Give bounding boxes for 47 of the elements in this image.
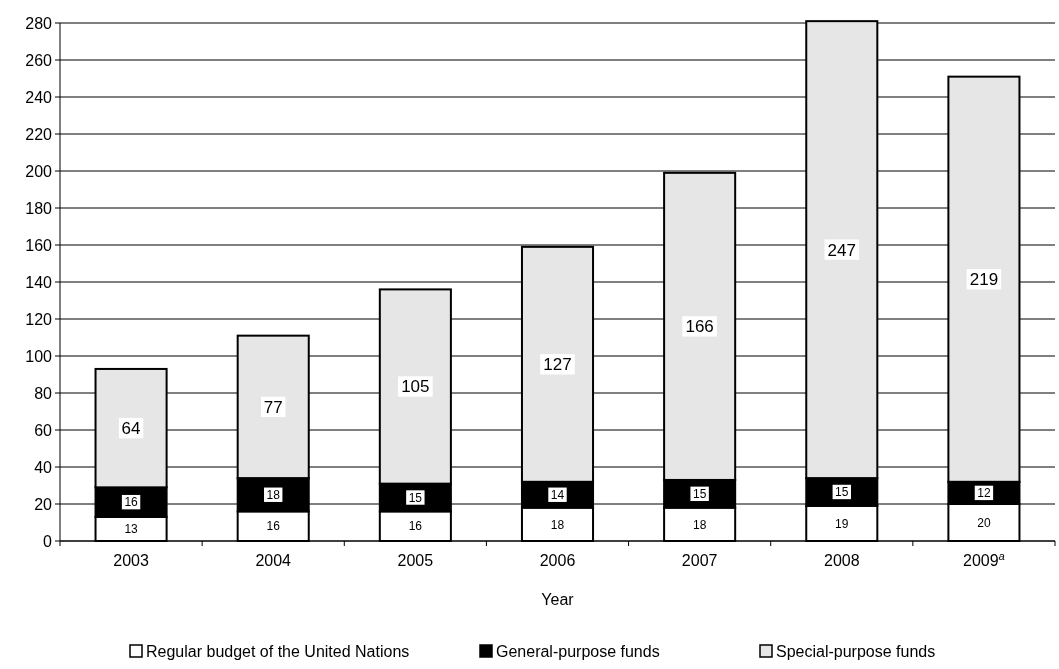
- data-label: 12: [977, 486, 991, 501]
- data-label: 77: [263, 397, 283, 417]
- data-label: 127: [543, 355, 572, 375]
- data-label: 14: [550, 487, 565, 502]
- x-tick-label: 2003: [113, 552, 149, 569]
- x-tick-label: 2004: [255, 552, 292, 569]
- y-tick-label: 260: [25, 51, 53, 69]
- y-tick-label: 0: [43, 532, 53, 550]
- y-tick-label: 40: [34, 458, 53, 476]
- data-label: 19: [835, 516, 849, 531]
- data-label: 18: [692, 517, 707, 532]
- data-label: 247: [827, 240, 856, 260]
- data-label: 166: [685, 317, 714, 337]
- data-label: 105: [401, 377, 430, 397]
- y-tick-label: 80: [34, 384, 53, 402]
- x-tick-label: 2006: [539, 552, 576, 569]
- legend-label: Regular budget of the United Nations: [146, 642, 410, 660]
- legend-label: Special-purpose funds: [776, 642, 936, 660]
- x-tick-label: 2007: [681, 552, 718, 569]
- x-axis-title: Year: [541, 591, 575, 608]
- data-label: 15: [408, 490, 423, 505]
- data-label: 64: [121, 419, 141, 439]
- y-tick-label: 60: [34, 421, 53, 439]
- y-tick-label: 140: [25, 273, 53, 291]
- data-label: 15: [835, 485, 849, 500]
- data-label: 18: [550, 517, 565, 532]
- y-tick-label: 160: [25, 236, 53, 254]
- y-tick-label: 100: [25, 347, 53, 365]
- x-tick-label: 2009$^{a}$: [963, 550, 1005, 569]
- y-tick-label: 240: [25, 88, 53, 106]
- data-label: 16: [124, 495, 139, 510]
- y-tick-label: 180: [25, 199, 53, 217]
- y-tick-label: 20: [34, 495, 53, 513]
- data-label: 20: [977, 515, 991, 530]
- data-label: 16: [408, 519, 423, 534]
- y-tick-label: 280: [25, 14, 53, 32]
- data-label: 15: [692, 487, 707, 502]
- x-tick-label: 2005: [397, 552, 434, 569]
- y-tick-label: 120: [25, 310, 53, 328]
- data-label: 16: [266, 519, 281, 534]
- y-tick-label: 220: [25, 125, 53, 143]
- data-label: 18: [266, 487, 281, 502]
- x-tick-label: 2008: [823, 552, 860, 569]
- data-label: 13: [124, 522, 139, 537]
- y-tick-label: 200: [25, 162, 53, 180]
- legend-label: General-purpose funds: [496, 642, 660, 660]
- data-label: 219: [969, 270, 999, 290]
